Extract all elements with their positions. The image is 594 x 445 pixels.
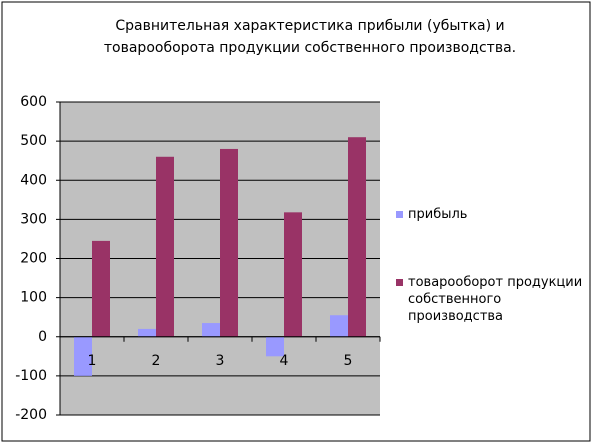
y-tick-label: 600 xyxy=(20,94,47,110)
chart-title: Сравнительная характеристика прибыли (уб… xyxy=(115,18,504,34)
bar xyxy=(202,323,220,337)
bar xyxy=(284,212,302,337)
bar xyxy=(330,315,348,337)
legend-swatch xyxy=(396,211,403,218)
x-tick-label: 3 xyxy=(216,353,225,369)
bar xyxy=(138,328,156,337)
legend-swatch xyxy=(396,279,403,286)
y-tick-label: 300 xyxy=(20,211,47,227)
y-tick-label: 400 xyxy=(20,172,47,188)
x-tick-label: 5 xyxy=(344,353,353,369)
bar xyxy=(156,156,174,337)
bar xyxy=(348,137,366,337)
legend-label: товарооборот продукции собственного прои… xyxy=(408,275,583,324)
bar xyxy=(220,148,238,337)
bar xyxy=(92,240,110,337)
x-tick-label: 1 xyxy=(88,353,97,369)
y-tick-label: -200 xyxy=(15,407,47,423)
bar xyxy=(266,336,284,357)
x-tick-label: 4 xyxy=(280,353,289,369)
y-tick-label: 0 xyxy=(38,329,47,345)
legend-label: прибыль xyxy=(408,207,468,222)
bar xyxy=(74,336,92,376)
y-tick-label: 500 xyxy=(20,133,47,149)
y-tick-label: 200 xyxy=(20,251,47,267)
chart-title: товарооборота продукции собственного про… xyxy=(104,40,516,56)
x-tick-label: 2 xyxy=(152,353,161,369)
y-tick-label: -100 xyxy=(15,368,47,384)
y-tick-label: 100 xyxy=(20,290,47,306)
